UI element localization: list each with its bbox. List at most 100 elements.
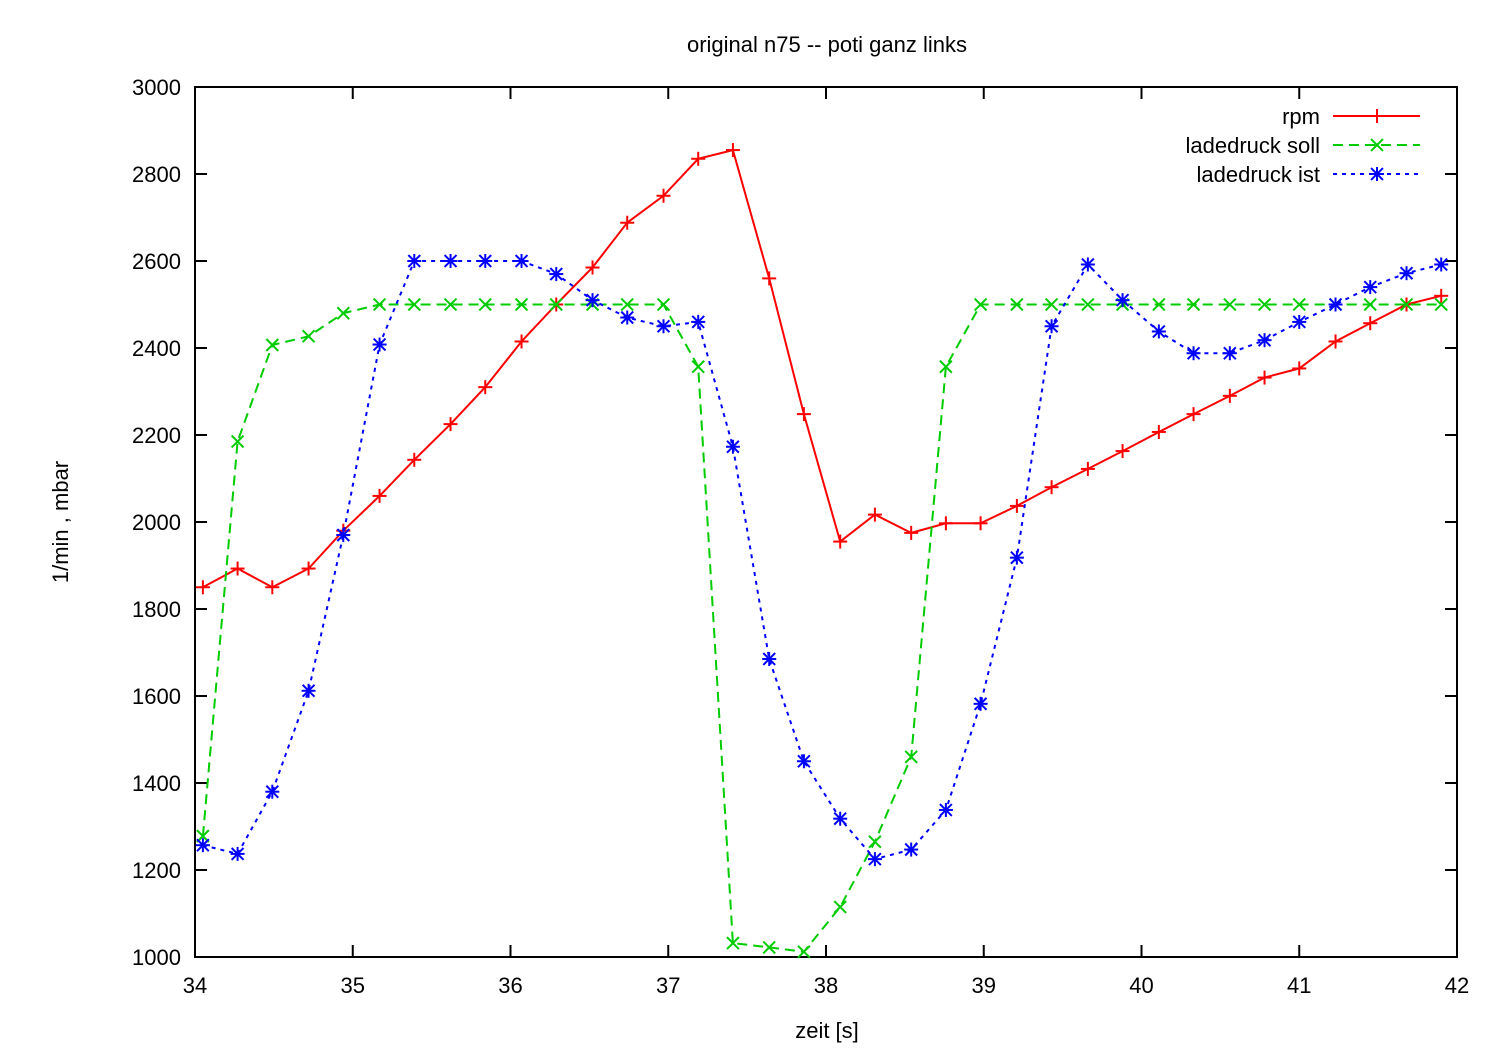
data-point xyxy=(1081,297,1095,312)
x-tick-label: 39 xyxy=(972,973,996,998)
data-point xyxy=(1434,297,1448,312)
data-point xyxy=(973,516,988,531)
data-point xyxy=(691,360,705,374)
data-point xyxy=(725,143,740,158)
data-point xyxy=(1328,297,1343,312)
data-point xyxy=(938,802,953,817)
data-point xyxy=(1044,297,1059,312)
data-point xyxy=(1115,444,1130,459)
data-point xyxy=(478,297,492,312)
legend-marker xyxy=(1370,167,1384,181)
data-point xyxy=(1186,297,1201,312)
data-point xyxy=(407,297,421,312)
series-ladedruck-soll xyxy=(196,297,1448,959)
y-axis-label: 1/min , mbar xyxy=(48,461,73,583)
data-point xyxy=(1328,334,1343,349)
y-tick-label: 1600 xyxy=(132,684,181,709)
data-point xyxy=(478,380,493,395)
y-tick-label: 1800 xyxy=(132,597,181,622)
data-point xyxy=(265,784,280,799)
data-point xyxy=(301,561,316,576)
legend-marker xyxy=(1370,138,1384,152)
data-point xyxy=(867,507,882,522)
tick-labels: 34 35 36 37 38 39 40 41 42 1000 1200 1400 1600 1800 20… xyxy=(132,75,1469,998)
x-axis-label: zeit [s] xyxy=(795,1018,859,1043)
data-point xyxy=(904,750,918,764)
data-point xyxy=(585,293,600,308)
data-point xyxy=(265,338,279,352)
data-point xyxy=(656,319,671,334)
data-point xyxy=(1186,407,1201,422)
data-point xyxy=(1044,480,1059,495)
data-point xyxy=(443,254,458,268)
x-tick-label: 34 xyxy=(183,973,207,998)
data-point xyxy=(301,329,316,343)
data-point xyxy=(1292,361,1307,376)
chart-title: original n75 -- poti ganz links xyxy=(687,32,967,57)
data-point xyxy=(1399,297,1414,312)
data-point xyxy=(1363,316,1378,331)
legend: rpm ladedruck soll ladedruck ist xyxy=(1185,104,1420,187)
legend-entry-ladedruck-ist: ladedruck ist xyxy=(1196,162,1420,187)
data-point xyxy=(1363,280,1378,295)
x-tick-label: 40 xyxy=(1129,973,1153,998)
data-point xyxy=(230,561,245,576)
data-point xyxy=(1151,424,1166,439)
data-point xyxy=(1080,257,1095,272)
data-point xyxy=(195,838,210,853)
data-point xyxy=(796,754,811,769)
data-point xyxy=(336,306,350,320)
y-tick-label: 2600 xyxy=(132,249,181,274)
series-layer xyxy=(195,143,1449,959)
data-point xyxy=(1186,346,1201,361)
data-point xyxy=(1010,297,1024,312)
data-point xyxy=(691,314,706,329)
data-point xyxy=(762,652,777,667)
data-point xyxy=(620,297,634,312)
data-point xyxy=(1223,297,1237,312)
data-point xyxy=(868,835,882,849)
y-tick-label: 2200 xyxy=(132,423,181,448)
data-point xyxy=(1009,498,1024,513)
data-point xyxy=(407,452,422,467)
x-tick-label: 41 xyxy=(1287,973,1311,998)
data-point xyxy=(514,254,529,268)
data-point xyxy=(620,215,635,230)
data-point xyxy=(725,439,740,454)
data-point xyxy=(904,525,919,540)
data-point xyxy=(1151,324,1166,339)
data-point xyxy=(938,516,953,531)
y-tick-label: 1200 xyxy=(132,858,181,883)
y-tick-label: 1400 xyxy=(132,771,181,796)
data-point xyxy=(656,188,671,203)
data-point xyxy=(1222,346,1237,361)
data-point xyxy=(1399,266,1414,281)
data-point xyxy=(1009,550,1024,565)
data-point xyxy=(939,360,953,374)
data-point xyxy=(904,842,919,857)
legend-entry-rpm: rpm xyxy=(1282,104,1420,129)
data-point xyxy=(1044,319,1059,334)
data-point xyxy=(443,297,458,312)
data-point xyxy=(407,254,422,268)
data-point xyxy=(195,580,210,595)
data-point xyxy=(549,297,563,312)
y-tick-label: 2400 xyxy=(132,336,181,361)
x-tick-label: 38 xyxy=(814,973,838,998)
data-point xyxy=(1257,370,1272,385)
data-point xyxy=(973,297,988,312)
data-point xyxy=(1152,297,1166,312)
data-point xyxy=(265,580,280,595)
data-point xyxy=(833,811,848,826)
legend-label: rpm xyxy=(1282,104,1320,129)
data-point xyxy=(1257,297,1272,312)
y-tick-label: 3000 xyxy=(132,75,181,100)
data-point xyxy=(549,267,564,282)
data-point xyxy=(620,310,635,325)
legend-entry-ladedruck-soll: ladedruck soll xyxy=(1185,133,1420,158)
data-point xyxy=(1434,257,1449,272)
data-point xyxy=(230,846,245,861)
data-point xyxy=(372,337,387,352)
